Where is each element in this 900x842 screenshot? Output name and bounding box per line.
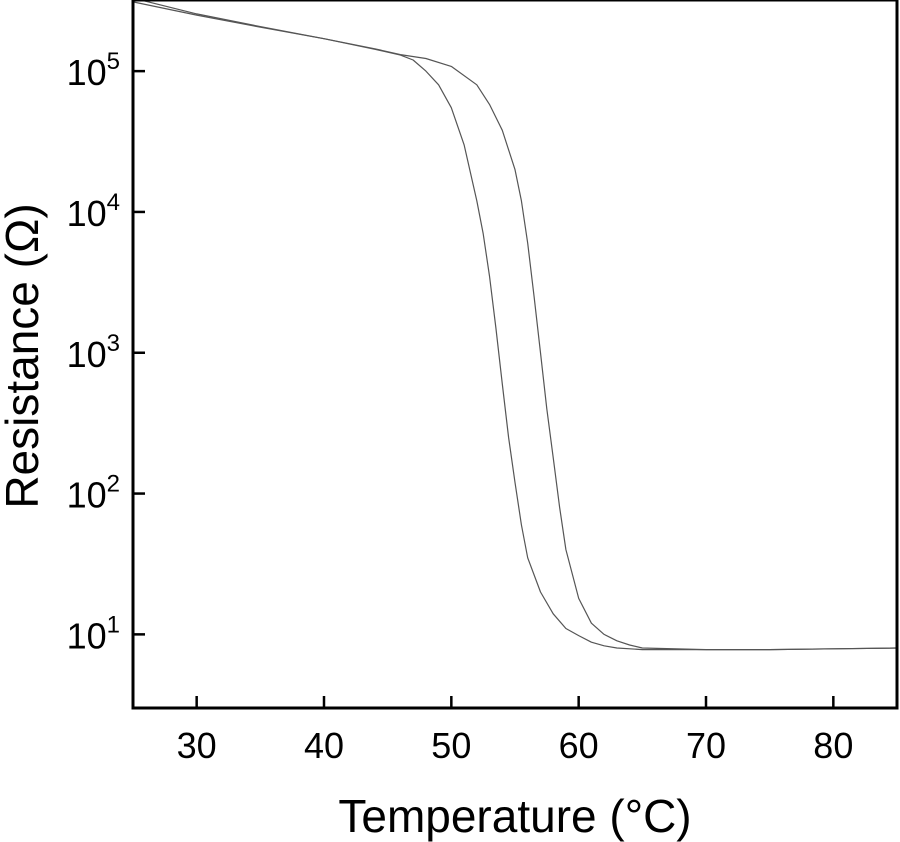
plot-frame bbox=[131, 0, 899, 710]
x-axis-title: Temperature (°C) bbox=[338, 790, 691, 842]
series-line-0 bbox=[132, 1, 898, 651]
x-tick-label-2: 50 bbox=[431, 725, 471, 766]
y-tick-label-2: 103 bbox=[67, 330, 120, 375]
x-tick-label-5: 80 bbox=[813, 725, 853, 766]
x-axis-ticks: 30 40 50 60 70 80 bbox=[177, 696, 853, 766]
data-curves bbox=[132, 0, 898, 651]
y-tick-exponent: 4 bbox=[107, 189, 120, 216]
y-tick-label-3: 104 bbox=[67, 189, 120, 234]
x-tick-label-4: 70 bbox=[686, 725, 726, 766]
x-tick-label-3: 60 bbox=[559, 725, 599, 766]
y-tick-label-1: 102 bbox=[67, 471, 120, 516]
y-tick-base: 10 bbox=[67, 52, 107, 93]
y-tick-base: 10 bbox=[67, 615, 107, 656]
y-tick-exponent: 2 bbox=[107, 471, 120, 498]
y-tick-base: 10 bbox=[67, 475, 107, 516]
y-axis-title: Resistance (Ω) bbox=[0, 203, 48, 508]
y-tick-exponent: 1 bbox=[107, 611, 120, 638]
y-tick-base: 10 bbox=[67, 193, 107, 234]
x-tick-label-0: 30 bbox=[177, 725, 217, 766]
y-tick-exponent: 3 bbox=[107, 330, 120, 357]
y-tick-label-4: 105 bbox=[67, 48, 120, 93]
y-tick-base: 10 bbox=[67, 334, 107, 375]
x-tick-label-1: 40 bbox=[304, 725, 344, 766]
y-tick-label-0: 101 bbox=[67, 611, 120, 656]
y-tick-exponent: 5 bbox=[107, 48, 120, 75]
series-line-1 bbox=[138, 0, 898, 651]
